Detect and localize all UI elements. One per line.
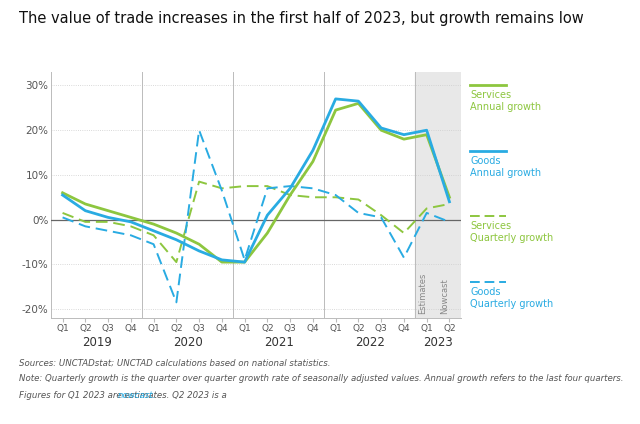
- Text: Services
Quarterly growth: Services Quarterly growth: [470, 221, 554, 243]
- Text: Services
Annual growth: Services Annual growth: [470, 90, 541, 112]
- Text: Goods
Quarterly growth: Goods Quarterly growth: [470, 287, 554, 309]
- Text: nowcast.: nowcast.: [118, 391, 156, 399]
- Text: 2020: 2020: [173, 336, 203, 349]
- Text: Sources: UNCTADstat; UNCTAD calculations based on national statistics.: Sources: UNCTADstat; UNCTAD calculations…: [19, 358, 331, 367]
- Text: 2023: 2023: [423, 336, 453, 349]
- Text: 2022: 2022: [355, 336, 385, 349]
- Bar: [415, 72, 461, 318]
- Text: Goods
Annual growth: Goods Annual growth: [470, 156, 541, 178]
- Text: Figures for Q1 2023 are estimates. Q2 2023 is a: Figures for Q1 2023 are estimates. Q2 20…: [19, 391, 230, 399]
- Text: 2019: 2019: [82, 336, 111, 349]
- Text: Note: Quarterly growth is the quarter over quarter growth rate of seasonally adj: Note: Quarterly growth is the quarter ov…: [19, 374, 624, 383]
- Text: The value of trade increases in the first half of 2023, but growth remains low: The value of trade increases in the firs…: [19, 11, 584, 25]
- Text: 2021: 2021: [264, 336, 294, 349]
- Text: Nowcast: Nowcast: [440, 278, 449, 313]
- Text: Estimates: Estimates: [418, 272, 427, 313]
